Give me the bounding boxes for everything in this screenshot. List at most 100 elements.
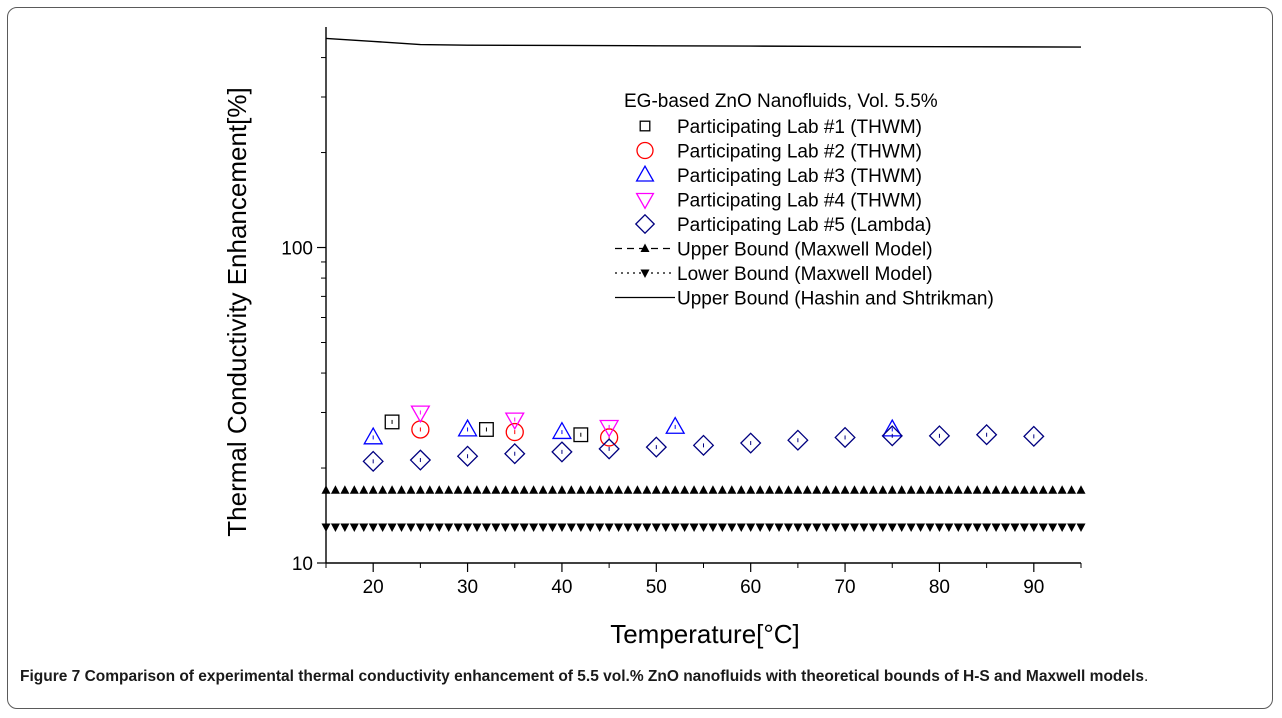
data-point bbox=[651, 523, 661, 533]
caption-end: . bbox=[1143, 668, 1149, 685]
data-point bbox=[434, 485, 444, 494]
legend-marker bbox=[640, 243, 650, 252]
data-point bbox=[378, 523, 388, 533]
data-point bbox=[510, 523, 520, 533]
data-point bbox=[1019, 485, 1029, 494]
data-point bbox=[340, 523, 350, 533]
legend-label: Upper Bound (Maxwell Model) bbox=[677, 240, 933, 261]
legend-item-4: Participating Lab #4 (THWM) bbox=[635, 191, 922, 212]
data-point bbox=[934, 523, 944, 533]
legend-item-2: Participating Lab #2 (THWM) bbox=[636, 142, 922, 163]
data-point bbox=[599, 428, 619, 447]
legend-marker bbox=[640, 269, 650, 278]
data-point bbox=[991, 523, 1001, 533]
data-point bbox=[944, 523, 954, 533]
data-point bbox=[576, 523, 586, 533]
data-point bbox=[689, 485, 699, 494]
data-point bbox=[953, 523, 963, 533]
data-point bbox=[1076, 485, 1086, 494]
data-point bbox=[1010, 485, 1020, 494]
data-point bbox=[387, 523, 397, 533]
series-7 bbox=[321, 523, 1086, 533]
data-point bbox=[478, 422, 494, 437]
data-point bbox=[472, 485, 482, 494]
x-tick-label: 40 bbox=[551, 577, 572, 598]
data-point bbox=[916, 485, 926, 494]
data-point bbox=[887, 485, 897, 494]
data-point bbox=[651, 485, 661, 494]
data-point bbox=[425, 523, 435, 533]
x-tick-label: 90 bbox=[1023, 577, 1044, 598]
data-point bbox=[982, 485, 992, 494]
data-point bbox=[457, 418, 478, 437]
data-point bbox=[491, 523, 501, 533]
data-point bbox=[831, 523, 841, 533]
data-point bbox=[897, 523, 907, 533]
data-point bbox=[623, 485, 633, 494]
data-point bbox=[793, 485, 803, 494]
legend-label: Participating Lab #4 (THWM) bbox=[677, 191, 922, 212]
data-point bbox=[692, 434, 715, 457]
data-point bbox=[787, 429, 809, 451]
legend-item-7: Lower Bound (Maxwell Model) bbox=[615, 264, 933, 285]
data-point bbox=[727, 485, 737, 494]
data-point bbox=[632, 485, 642, 494]
data-point bbox=[765, 485, 775, 494]
data-point bbox=[614, 485, 624, 494]
data-point bbox=[349, 523, 359, 533]
data-point bbox=[834, 426, 856, 449]
data-point bbox=[812, 523, 822, 533]
data-point bbox=[453, 485, 463, 494]
x-tick-label: 60 bbox=[740, 577, 761, 598]
data-point bbox=[504, 443, 526, 465]
data-point bbox=[604, 485, 614, 494]
data-point bbox=[1076, 523, 1086, 533]
data-point bbox=[645, 436, 668, 458]
data-point bbox=[548, 485, 557, 494]
data-point bbox=[1038, 523, 1048, 533]
data-point bbox=[505, 422, 524, 442]
data-point bbox=[868, 523, 878, 533]
series-5 bbox=[362, 424, 1045, 473]
legend-item-6: Upper Bound (Maxwell Model) bbox=[615, 240, 933, 261]
series-6 bbox=[321, 485, 1086, 494]
data-point bbox=[368, 485, 378, 494]
plot-area bbox=[321, 37, 1086, 533]
figure-caption: Figure 7 Comparison of experimental ther… bbox=[20, 666, 1260, 688]
data-point bbox=[1038, 485, 1048, 494]
data-point bbox=[868, 485, 878, 494]
data-point bbox=[783, 485, 793, 494]
data-point bbox=[746, 485, 756, 494]
data-point bbox=[906, 485, 916, 494]
data-point bbox=[585, 485, 595, 494]
data-point bbox=[551, 441, 573, 463]
data-point bbox=[444, 523, 454, 533]
data-point bbox=[708, 523, 718, 533]
data-point bbox=[1057, 523, 1067, 533]
x-tick-label: 50 bbox=[646, 577, 667, 598]
data-point bbox=[453, 523, 463, 533]
legend-item-5: Participating Lab #5 (Lambda) bbox=[634, 213, 932, 236]
legend-label: Participating Lab #1 (THWM) bbox=[677, 117, 922, 138]
legend-label: Participating Lab #3 (THWM) bbox=[677, 166, 922, 187]
x-tick-label: 70 bbox=[834, 577, 855, 598]
data-point bbox=[783, 523, 793, 533]
data-point bbox=[665, 416, 686, 434]
legend: EG-based ZnO Nanofluids, Vol. 5.5% Partic… bbox=[615, 91, 994, 310]
data-point bbox=[727, 523, 737, 533]
data-point bbox=[576, 485, 586, 494]
data-point bbox=[566, 523, 576, 533]
data-point bbox=[397, 485, 406, 494]
series-1 bbox=[384, 414, 589, 443]
data-point bbox=[604, 523, 614, 533]
data-point bbox=[1029, 523, 1039, 533]
legend-label: Lower Bound (Maxwell Model) bbox=[677, 264, 933, 285]
data-point bbox=[510, 485, 520, 494]
data-point bbox=[755, 485, 765, 494]
data-point bbox=[623, 523, 633, 533]
data-point bbox=[595, 523, 605, 533]
data-point bbox=[934, 485, 944, 494]
data-point bbox=[368, 523, 378, 533]
data-point bbox=[529, 485, 539, 494]
